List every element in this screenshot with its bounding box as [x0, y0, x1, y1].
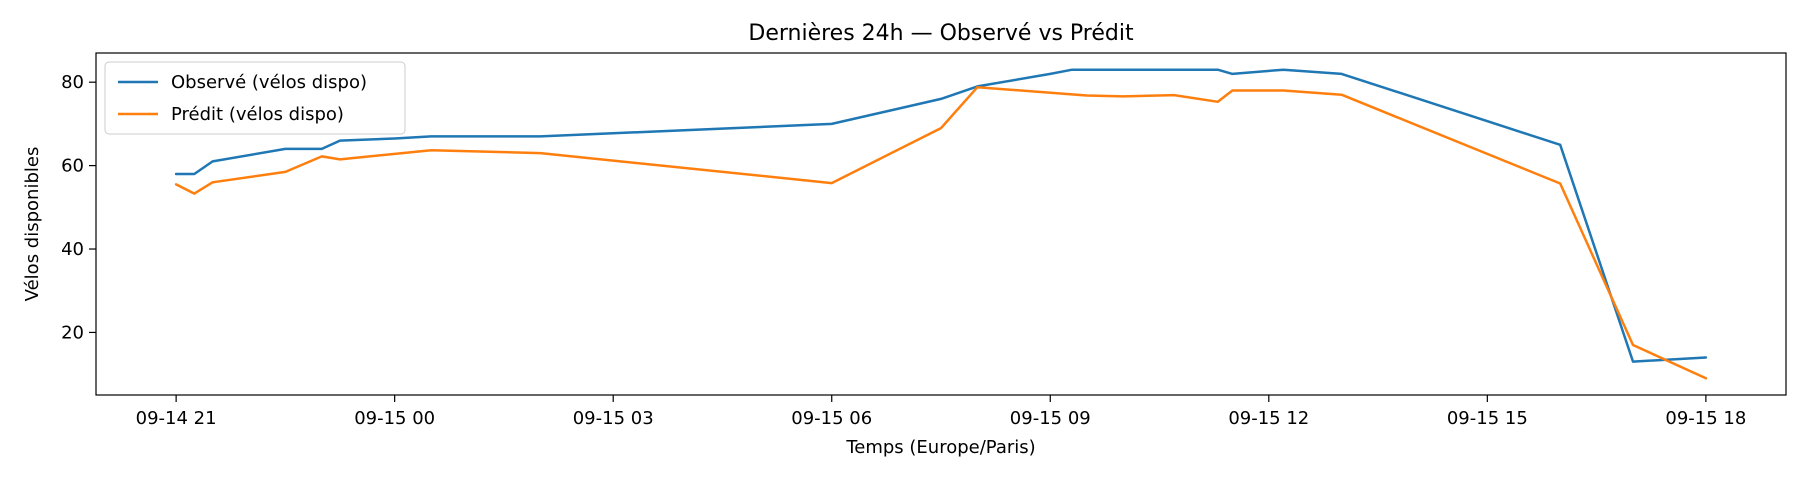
- y-tick-label: 80: [61, 72, 84, 93]
- series-lines: [174, 68, 1708, 380]
- y-tick-label: 60: [61, 156, 84, 177]
- y-tick-label: 40: [61, 239, 84, 260]
- x-tick-label: 09-15 12: [1228, 408, 1309, 429]
- x-tick-label: 09-15 00: [354, 408, 435, 429]
- series-line-predit: [174, 85, 1708, 380]
- x-tick-label: 09-15 06: [791, 408, 872, 429]
- y-axis: 20 40 60 80: [61, 72, 96, 343]
- x-axis-label: Temps (Europe/Paris): [845, 437, 1035, 458]
- legend-label-predit: Prédit (vélos dispo): [171, 104, 344, 125]
- plot-area: [95, 52, 1787, 396]
- chart-title: Dernières 24h — Observé vs Prédit: [748, 21, 1134, 46]
- series-line-observe: [174, 68, 1708, 363]
- y-axis-label: Vélos disponibles: [22, 147, 43, 302]
- x-axis: 09-14 21 09-15 00 09-15 03 09-15 06 09-15 09…: [136, 395, 1746, 429]
- x-tick-label: 09-15 15: [1447, 408, 1528, 429]
- x-tick-label: 09-15 18: [1665, 408, 1746, 429]
- legend-label-observe: Observé (vélos dispo): [171, 72, 367, 93]
- x-tick-label: 09-15 03: [573, 408, 654, 429]
- x-tick-label: 09-15 09: [1010, 408, 1091, 429]
- y-tick-label: 20: [61, 322, 84, 343]
- legend-box: [104, 61, 406, 135]
- x-tick-label: 09-14 21: [136, 408, 217, 429]
- legend: Observé (vélos dispo) Prédit (vélos disp…: [104, 61, 406, 135]
